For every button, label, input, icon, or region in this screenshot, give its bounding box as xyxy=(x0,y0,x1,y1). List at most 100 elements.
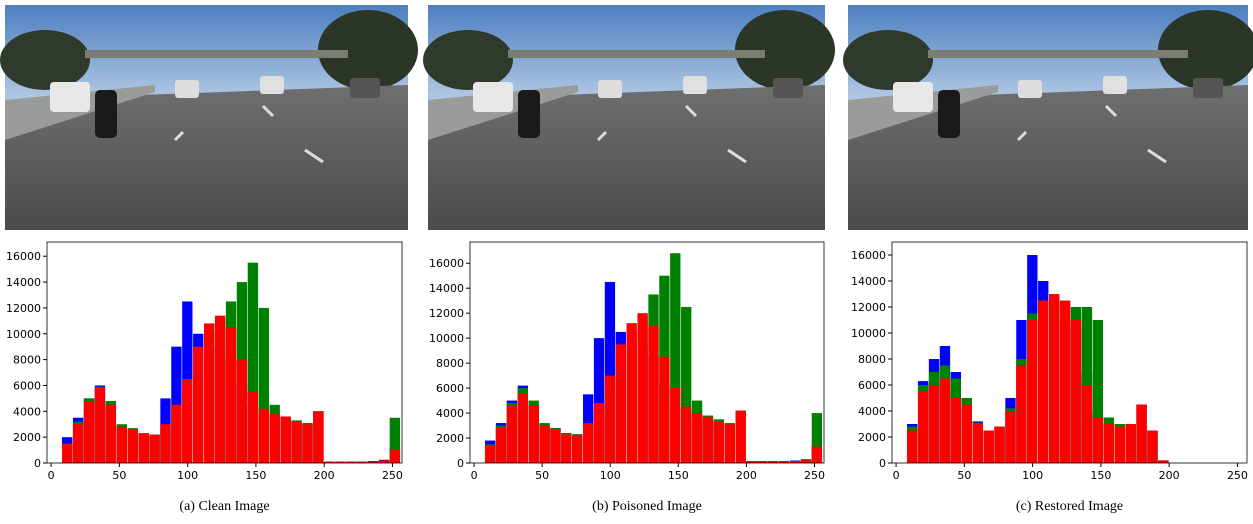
car xyxy=(683,76,707,94)
x-tick-label: 50 xyxy=(112,469,126,482)
x-tick-label: 100 xyxy=(1022,469,1043,482)
histogram-bar xyxy=(106,405,116,463)
caption: (a) Clean Image xyxy=(179,499,269,514)
trees xyxy=(423,30,513,90)
x-tick-label: 0 xyxy=(471,469,478,482)
histogram-bar xyxy=(659,357,669,463)
y-tick-label: 14000 xyxy=(851,275,886,288)
figure: 0200040006000800010000120001400016000050… xyxy=(0,0,1253,524)
caption: (c) Restored Image xyxy=(1016,499,1123,514)
histogram-bar xyxy=(714,422,724,463)
histogram-bar xyxy=(1060,301,1070,464)
motorbike xyxy=(938,90,960,138)
y-tick-label: 6000 xyxy=(436,382,464,395)
histogram-bar xyxy=(703,417,713,463)
car xyxy=(893,82,933,112)
car xyxy=(175,80,199,98)
histogram-bar xyxy=(929,385,939,463)
x-tick-label: 150 xyxy=(1090,469,1111,482)
car xyxy=(1103,76,1127,94)
x-tick-label: 0 xyxy=(48,469,55,482)
histogram-bar xyxy=(583,423,593,463)
x-tick-label: 200 xyxy=(736,469,757,482)
y-tick-label: 2000 xyxy=(858,431,886,444)
motorbike xyxy=(518,90,540,138)
histogram-bar xyxy=(215,316,225,463)
x-tick-label: 150 xyxy=(668,469,689,482)
histogram-bar xyxy=(951,398,961,463)
histogram-bar xyxy=(812,447,822,463)
histogram-bar xyxy=(149,435,159,463)
histogram-bar xyxy=(95,388,105,463)
histogram-bar xyxy=(670,388,680,463)
y-tick-label: 12000 xyxy=(851,301,886,314)
histogram-bar xyxy=(1071,320,1081,463)
y-tick-label: 8000 xyxy=(858,353,886,366)
histogram-bar xyxy=(160,424,170,463)
y-tick-label: 16000 xyxy=(429,257,464,270)
histogram-bar xyxy=(507,406,517,463)
histogram-bar xyxy=(302,424,312,463)
histogram-bar xyxy=(1016,366,1026,464)
histogram-bar xyxy=(692,413,702,463)
car xyxy=(1018,80,1042,98)
histogram-bar xyxy=(73,424,83,463)
overpass xyxy=(85,50,348,58)
caption: (b) Poisoned Image xyxy=(592,499,702,514)
histogram-bar xyxy=(529,406,539,463)
x-tick-label: 100 xyxy=(600,469,621,482)
y-tick-label: 14000 xyxy=(429,282,464,295)
x-tick-label: 250 xyxy=(1227,469,1248,482)
y-tick-label: 0 xyxy=(457,457,464,470)
histogram-bar xyxy=(983,431,993,464)
histogram-bar xyxy=(561,434,571,463)
histogram-bar xyxy=(605,376,615,463)
histogram-bar xyxy=(637,313,647,463)
histogram-bar xyxy=(940,379,950,464)
histogram-bar xyxy=(138,433,148,463)
histogram-bar xyxy=(1136,405,1146,464)
histogram-bar xyxy=(182,379,192,463)
overpass xyxy=(928,50,1188,58)
y-tick-label: 0 xyxy=(879,457,886,470)
histogram-bar xyxy=(1104,424,1114,463)
x-tick-label: 200 xyxy=(314,469,335,482)
x-tick-label: 50 xyxy=(957,469,971,482)
histogram-bar xyxy=(1115,427,1125,463)
y-tick-label: 16000 xyxy=(6,250,41,263)
motorbike xyxy=(95,90,117,138)
histogram-bar xyxy=(681,407,691,463)
histogram-bar xyxy=(496,428,506,463)
histogram-bar xyxy=(907,431,917,464)
histogram-bar xyxy=(204,323,214,463)
histogram-bar xyxy=(1027,320,1037,463)
y-tick-label: 0 xyxy=(34,457,41,470)
x-tick-label: 50 xyxy=(535,469,549,482)
histogram-bar xyxy=(291,422,301,463)
car xyxy=(773,78,803,98)
histogram-bar xyxy=(539,426,549,463)
histogram-bar xyxy=(627,323,637,463)
car xyxy=(598,80,622,98)
histogram-bar xyxy=(594,403,604,463)
y-tick-label: 6000 xyxy=(858,379,886,392)
y-tick-label: 12000 xyxy=(429,307,464,320)
y-tick-label: 8000 xyxy=(436,357,464,370)
histogram-bar xyxy=(648,326,658,463)
x-tick-label: 150 xyxy=(245,469,266,482)
histogram-bar xyxy=(1082,385,1092,463)
histogram-bar xyxy=(801,460,811,463)
histogram-bar xyxy=(248,392,258,463)
trees xyxy=(0,30,90,90)
histogram-bar xyxy=(313,411,323,463)
y-tick-label: 10000 xyxy=(429,332,464,345)
histogram-bar xyxy=(973,424,983,463)
x-tick-label: 250 xyxy=(804,469,825,482)
histogram-bar xyxy=(1005,411,1015,463)
histogram-bar xyxy=(518,393,528,463)
histogram-bar xyxy=(237,360,247,463)
histogram-bar xyxy=(550,429,560,463)
histogram-bar xyxy=(1147,431,1157,464)
y-tick-label: 6000 xyxy=(13,379,41,392)
road-photo xyxy=(843,5,1253,230)
